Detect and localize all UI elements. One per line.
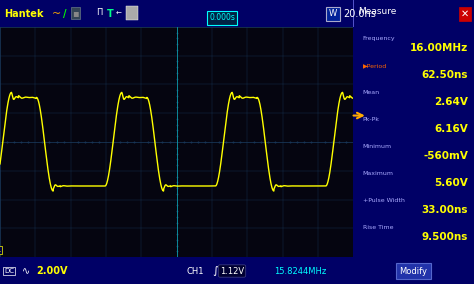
Text: 1.12V: 1.12V: [220, 266, 244, 275]
Text: Modify: Modify: [400, 266, 428, 275]
Text: 2.00V: 2.00V: [36, 266, 67, 276]
Text: ←: ←: [116, 11, 122, 17]
Text: 16.00MHz: 16.00MHz: [410, 43, 468, 53]
Text: -560mV: -560mV: [423, 151, 468, 161]
Text: Measure: Measure: [358, 7, 397, 16]
Text: CH1: CH1: [186, 266, 204, 275]
Text: /: /: [63, 9, 66, 19]
Text: 2.64V: 2.64V: [434, 97, 468, 107]
Text: Pk-Pk: Pk-Pk: [363, 117, 380, 122]
Text: Mean: Mean: [363, 90, 380, 95]
Text: ▪: ▪: [72, 8, 79, 18]
Text: T: T: [107, 9, 114, 19]
Text: 33.00ns: 33.00ns: [421, 205, 468, 215]
Text: 20.0ns: 20.0ns: [344, 9, 376, 19]
Text: 62.50ns: 62.50ns: [421, 70, 468, 80]
Text: W: W: [329, 9, 337, 18]
Text: 9.500ns: 9.500ns: [421, 232, 468, 242]
Text: 5.60V: 5.60V: [434, 178, 468, 188]
Text: Hantek: Hantek: [4, 9, 44, 19]
Text: DC: DC: [4, 268, 14, 274]
Text: ▶Period: ▶Period: [363, 63, 387, 68]
Text: Rise Time: Rise Time: [363, 225, 393, 230]
Text: Minimum: Minimum: [363, 144, 392, 149]
Text: +Pulse Width: +Pulse Width: [363, 198, 405, 203]
Text: 6.16V: 6.16V: [434, 124, 468, 134]
Text: ~: ~: [52, 9, 61, 19]
Text: Maximum: Maximum: [363, 171, 394, 176]
Text: 15.8244MHz: 15.8244MHz: [274, 266, 326, 275]
Text: Π: Π: [96, 9, 102, 18]
Text: ✕: ✕: [461, 9, 469, 19]
Text: 0.000s: 0.000s: [209, 13, 235, 22]
Text: ∫: ∫: [212, 266, 218, 276]
Text: ▪: ▪: [128, 8, 136, 18]
Text: Frequency: Frequency: [363, 36, 395, 41]
Text: ∿: ∿: [22, 266, 30, 276]
